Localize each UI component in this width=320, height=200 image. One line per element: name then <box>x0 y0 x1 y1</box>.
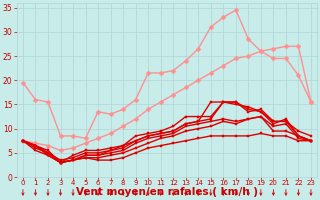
X-axis label: Vent moyen/en rafales ( km/h ): Vent moyen/en rafales ( km/h ) <box>76 187 258 197</box>
